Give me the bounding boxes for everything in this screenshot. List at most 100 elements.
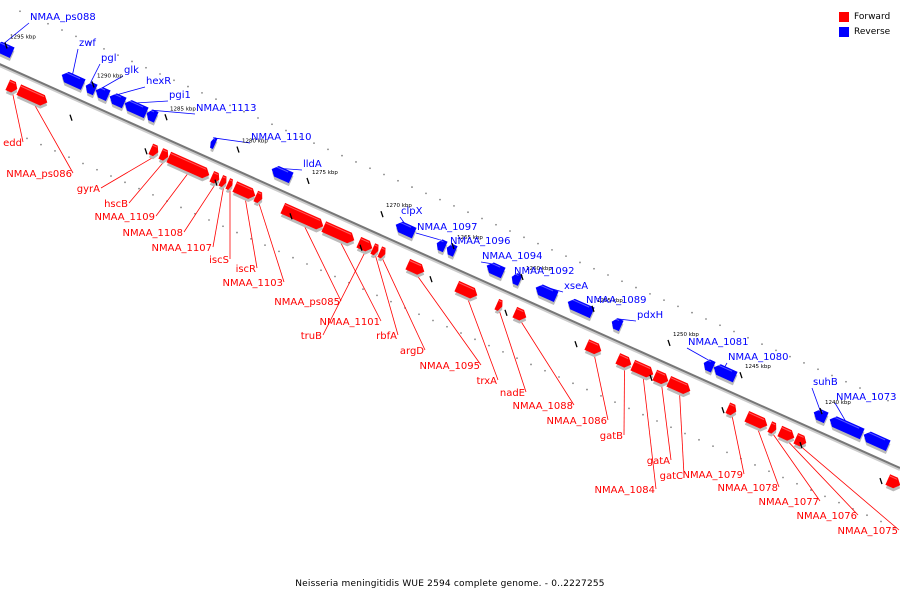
upper-dot (831, 374, 833, 377)
gene-highlight (397, 220, 412, 228)
legend-item-reverse: Reverse (839, 24, 899, 39)
leader-line (322, 251, 366, 336)
lower-dot (292, 256, 294, 259)
tick-mark (236, 146, 240, 153)
gene-label-NMAA_ps085: NMAA_ps085 (274, 297, 340, 308)
gene-arrow-NMAA_1079 (725, 402, 737, 419)
gene-arrow-nadE (494, 298, 503, 314)
upper-dot (649, 292, 651, 295)
gene-arrow-NMAA_1089 (567, 297, 595, 322)
gene-label-trxA: trxA (476, 376, 497, 387)
gene-body (767, 421, 777, 434)
leader-line (466, 296, 499, 381)
gene-body (512, 306, 527, 321)
leader-line (128, 160, 165, 204)
gene-highlight (236, 182, 253, 191)
leader-line (258, 203, 285, 283)
gene-arrow-rbfA (370, 243, 379, 259)
gene-arrow-NMAA_1077 (767, 421, 777, 437)
lower-dot (432, 319, 434, 322)
tick-mark-lower (574, 340, 578, 348)
lower-dot (208, 219, 210, 221)
gene-arrow-NMAA_1096 (446, 243, 458, 260)
gene-body (511, 273, 523, 286)
gene-highlight (771, 422, 776, 426)
gene-highlight (111, 92, 122, 98)
gene-body (61, 71, 86, 90)
gene-label-pdxH: pdxH (637, 310, 663, 321)
tick-label: 1290 kbp (97, 74, 123, 80)
upper-dot (677, 305, 679, 308)
legend-item-forward: Forward (839, 9, 899, 24)
gene-arrow-NMAA_1073-part (863, 430, 891, 454)
gene-label-NMAA_1107: NMAA_1107 (151, 243, 212, 254)
gene-arrow-NMAA_1080 (713, 363, 738, 386)
tick-label: 1275 kbp (312, 170, 338, 176)
gene-arrow-gatB (615, 353, 632, 371)
lower-dot (824, 495, 826, 498)
upper-dot (439, 198, 441, 201)
gene-label-NMAA_1109: NMAA_1109 (94, 212, 155, 223)
gene-label-hscB: hscB (104, 199, 128, 210)
leader-line (302, 222, 342, 302)
tick-mark-lower (289, 213, 293, 220)
gene-arrow-NMAA_ps085 (280, 202, 324, 233)
gene-arrow-NMAA_1076 (777, 425, 795, 444)
leader-line (679, 392, 685, 476)
axis-shadow (0, 64, 900, 471)
gene-label-glk: glk (124, 65, 139, 76)
upper-dot (523, 236, 525, 239)
leader-line (593, 353, 609, 421)
upper-dot (509, 230, 511, 232)
lower-dot (488, 344, 490, 347)
lower-dot (446, 325, 448, 328)
leader-line (756, 426, 780, 488)
upper-dot (173, 79, 175, 82)
leader-line (623, 367, 625, 436)
gene-label-gatA: gatA (647, 456, 670, 467)
gene-arrow-NMAA_1092 (511, 272, 523, 289)
upper-dot (789, 355, 791, 358)
gene-body (652, 369, 669, 385)
upper-dot (481, 217, 483, 220)
tick-mark-lower (504, 309, 508, 317)
leader-line (338, 239, 382, 322)
lower-dot (474, 338, 476, 341)
gene-highlight (831, 415, 860, 429)
gene-body (124, 100, 149, 119)
gene-highlight (513, 272, 519, 276)
lower-dot (530, 363, 532, 366)
gene-body (863, 431, 891, 451)
tick-mark-lower (799, 441, 803, 449)
lower-dot (390, 300, 392, 303)
upper-dot (565, 255, 567, 258)
lower-dot (334, 275, 336, 278)
leader-line (382, 258, 426, 351)
gene-body (218, 175, 227, 188)
gene-body (454, 280, 478, 299)
gene-body (146, 109, 159, 123)
gene-body (16, 84, 48, 106)
upper-dot (327, 148, 329, 151)
gene-highlight (152, 144, 158, 148)
lower-dot (54, 150, 56, 152)
gene-body (209, 171, 220, 184)
upper-dot (201, 91, 203, 94)
leader-line (686, 347, 709, 361)
leader-line (415, 273, 482, 366)
lower-dot (838, 501, 840, 504)
gene-label-NMAA_1073: NMAA_1073 (836, 392, 897, 403)
tick-mark (164, 114, 168, 121)
gene-highlight (381, 247, 385, 250)
lower-dot (572, 382, 574, 385)
tick-label: 1280 kbp (242, 139, 268, 145)
tick-mark (4, 42, 8, 49)
gene-label-NMAA_ps088: NMAA_ps088 (30, 12, 96, 23)
leader-line (90, 63, 101, 84)
gene-label-gatB: gatB (600, 431, 623, 442)
tick-label: 1285 kbp (170, 106, 196, 112)
gene-body (494, 298, 503, 311)
gene-label-NMAA_1096: NMAA_1096 (450, 236, 511, 247)
gene-body (535, 284, 559, 303)
gene-highlight (569, 297, 590, 308)
